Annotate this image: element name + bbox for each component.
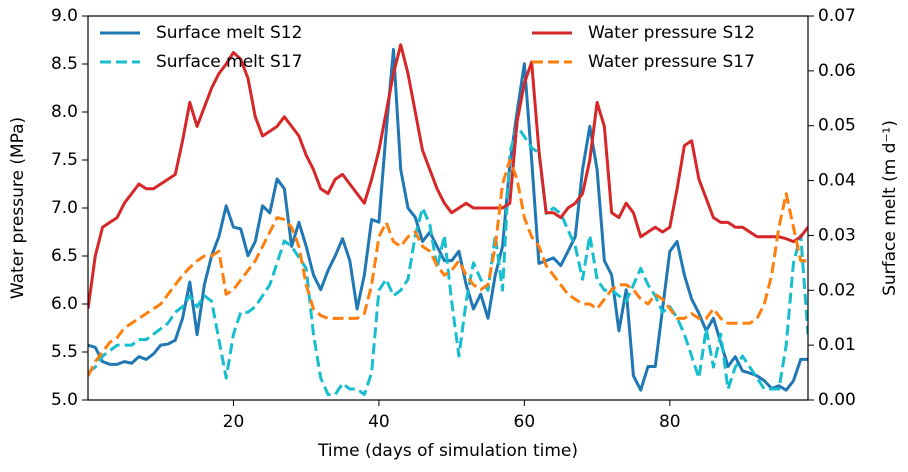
y-tick-label: 5.0 (51, 390, 78, 410)
y2-tick-label: 0.00 (818, 390, 856, 410)
y-tick-label: 7.5 (51, 150, 78, 170)
y-tick-label: 8.5 (51, 54, 78, 74)
y-tick-label: 6.5 (51, 246, 78, 266)
x-tick-label: 60 (514, 412, 536, 432)
x-axis-label: Time (days of simulation time) (317, 441, 578, 461)
legend-label: Surface melt S17 (156, 52, 302, 72)
y2-tick-label: 0.01 (818, 335, 856, 355)
x-tick-label: 80 (659, 412, 681, 432)
legend-label: Surface melt S12 (156, 23, 302, 43)
y-tick-label: 8.0 (51, 102, 78, 122)
series-line (88, 47, 808, 392)
y2-tick-label: 0.04 (818, 171, 856, 191)
y-axis-label: Water pressure (MPa) (8, 117, 28, 299)
y2-axis-label: Surface melt (m d⁻¹) (880, 120, 900, 296)
legend-label: Water pressure S12 (588, 23, 755, 43)
series-line (88, 43, 808, 310)
y-tick-label: 9.0 (51, 6, 78, 26)
y2-tick-label: 0.03 (818, 225, 856, 245)
legend-label: Water pressure S17 (588, 52, 755, 72)
y-tick-label: 5.5 (51, 342, 78, 362)
y2-tick-label: 0.07 (818, 6, 856, 26)
y2-tick-label: 0.05 (818, 116, 856, 136)
y2-tick-label: 0.02 (818, 280, 856, 300)
x-tick-label: 20 (223, 412, 245, 432)
y-tick-label: 6.0 (51, 294, 78, 314)
plot-area (88, 43, 808, 397)
series-line (88, 124, 808, 397)
y-tick-label: 7.0 (51, 198, 78, 218)
y2-tick-label: 0.06 (818, 61, 856, 81)
x-tick-label: 40 (368, 412, 390, 432)
series-line (88, 158, 808, 377)
